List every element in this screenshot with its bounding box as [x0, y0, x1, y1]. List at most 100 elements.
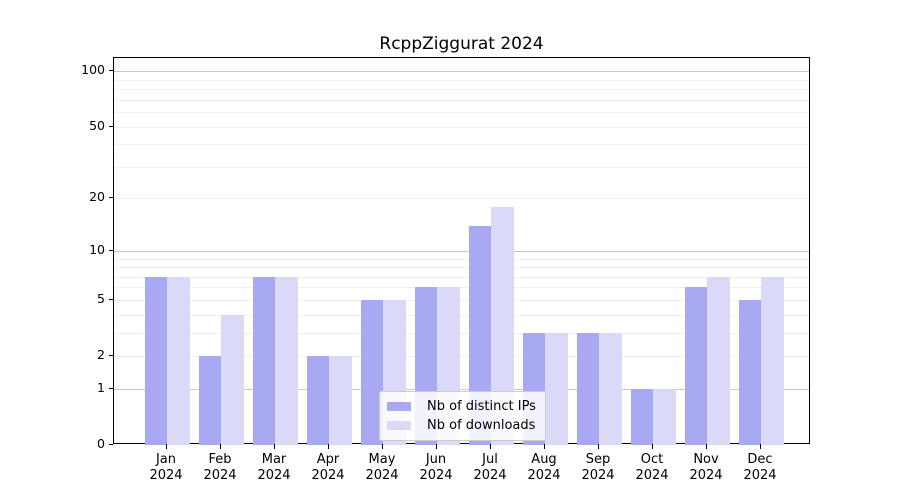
x-tick-mark — [382, 444, 383, 449]
x-tick-label: Apr 2024 — [296, 452, 360, 483]
bar-distinct-ips — [252, 276, 275, 445]
x-tick-month: Jan — [155, 452, 177, 467]
y-gridline-minor — [114, 332, 809, 334]
x-tick-label: Jun 2024 — [404, 452, 468, 483]
x-tick-month: Aug — [531, 452, 557, 467]
bar-distinct-ips — [144, 276, 167, 445]
x-tick-mark — [166, 444, 167, 449]
x-tick-year: 2024 — [257, 467, 291, 483]
y-tick-label: 1 — [97, 379, 105, 395]
x-tick-mark — [490, 444, 491, 449]
y-gridline-minor — [114, 198, 809, 200]
y-gridline-minor — [114, 79, 809, 81]
y-tick-label: 2 — [97, 347, 105, 362]
y-gridline-major — [114, 388, 809, 390]
bar-downloads — [329, 356, 352, 445]
x-tick-mark — [652, 444, 653, 449]
legend-item: Nb of distinct IPs — [387, 397, 536, 416]
y-tick-mark — [109, 249, 113, 251]
x-tick-month: Nov — [693, 452, 719, 467]
y-gridline-minor — [114, 89, 809, 90]
x-tick-mark — [220, 444, 221, 449]
y-gridline-minor — [114, 99, 809, 101]
bar-distinct-ips — [306, 356, 329, 445]
bar-distinct-ips — [684, 287, 707, 445]
bar-distinct-ips — [468, 225, 491, 445]
x-tick-label: Aug 2024 — [512, 452, 576, 483]
y-tick-label: 20 — [89, 189, 105, 205]
y-gridline-minor — [114, 258, 809, 260]
x-tick-label: Jan 2024 — [134, 452, 198, 483]
y-tick-label: 100 — [81, 62, 105, 78]
y-tick-mark — [109, 197, 113, 199]
x-tick-mark — [760, 444, 761, 449]
x-tick-month: Apr — [316, 452, 340, 467]
bar-downloads — [761, 276, 784, 445]
bar-downloads — [653, 388, 676, 445]
y-tick-mark — [109, 70, 113, 72]
x-tick-year: 2024 — [743, 467, 777, 483]
x-tick-label: Jul 2024 — [458, 452, 522, 483]
bar-distinct-ips — [360, 299, 383, 445]
x-tick-mark — [328, 444, 329, 449]
x-tick-year: 2024 — [473, 467, 507, 483]
x-tick-mark — [706, 444, 707, 449]
legend-label: Nb of downloads — [427, 418, 536, 433]
bar-downloads — [545, 332, 568, 445]
x-tick-year: 2024 — [689, 467, 723, 483]
y-gridline-minor — [114, 267, 809, 268]
x-tick-month: Jul — [482, 452, 498, 467]
y-gridline-minor — [114, 299, 809, 301]
x-tick-year: 2024 — [203, 467, 237, 483]
bar-downloads — [275, 276, 298, 445]
y-gridline-minor — [114, 144, 809, 146]
x-tick-mark — [598, 444, 599, 449]
x-tick-label: Nov 2024 — [674, 452, 738, 483]
y-gridline-minor — [114, 126, 809, 128]
legend-swatch-downloads — [387, 421, 411, 430]
bar-downloads — [491, 206, 514, 445]
x-tick-label: May 2024 — [350, 452, 414, 483]
y-gridline-minor — [114, 276, 809, 278]
x-tick-month: May — [368, 452, 396, 467]
x-tick-year: 2024 — [149, 467, 183, 483]
y-gridline-minor — [114, 287, 809, 289]
x-tick-label: Sep 2024 — [566, 452, 630, 483]
x-tick-month: Mar — [261, 452, 287, 467]
y-tick-mark — [109, 125, 113, 127]
y-tick-label: 5 — [97, 290, 105, 306]
x-tick-label: Mar 2024 — [242, 452, 306, 483]
x-tick-label: Oct 2024 — [620, 452, 684, 483]
x-tick-month: Feb — [208, 452, 232, 467]
y-tick-mark — [109, 355, 113, 356]
y-tick-label: 0 — [97, 436, 105, 451]
x-tick-year: 2024 — [635, 467, 669, 483]
y-gridline-major — [114, 250, 809, 252]
y-tick-mark — [109, 298, 113, 300]
bar-downloads — [221, 314, 244, 445]
y-tick-label: 50 — [89, 117, 105, 133]
y-tick-label: 10 — [89, 241, 105, 257]
x-tick-year: 2024 — [311, 467, 345, 483]
bar-distinct-ips — [630, 388, 653, 445]
bar-distinct-ips — [738, 299, 761, 445]
y-gridline-minor — [114, 314, 809, 316]
bar-distinct-ips — [198, 356, 221, 445]
legend: Nb of distinct IPs Nb of downloads — [379, 391, 546, 441]
legend-item: Nb of downloads — [387, 416, 536, 435]
x-tick-year: 2024 — [581, 467, 615, 483]
bar-downloads — [707, 276, 730, 445]
legend-swatch-distinct-ips — [387, 402, 411, 411]
y-gridline-minor — [114, 166, 809, 168]
y-tick-mark — [109, 387, 113, 389]
x-tick-year: 2024 — [365, 467, 399, 483]
x-tick-year: 2024 — [419, 467, 453, 483]
x-tick-year: 2024 — [527, 467, 561, 483]
x-tick-month: Jun — [425, 452, 447, 467]
x-tick-month: Sep — [585, 452, 611, 467]
x-tick-mark — [274, 444, 275, 449]
y-gridline-minor — [114, 356, 809, 357]
x-tick-mark — [436, 444, 437, 449]
x-tick-mark — [544, 444, 545, 449]
